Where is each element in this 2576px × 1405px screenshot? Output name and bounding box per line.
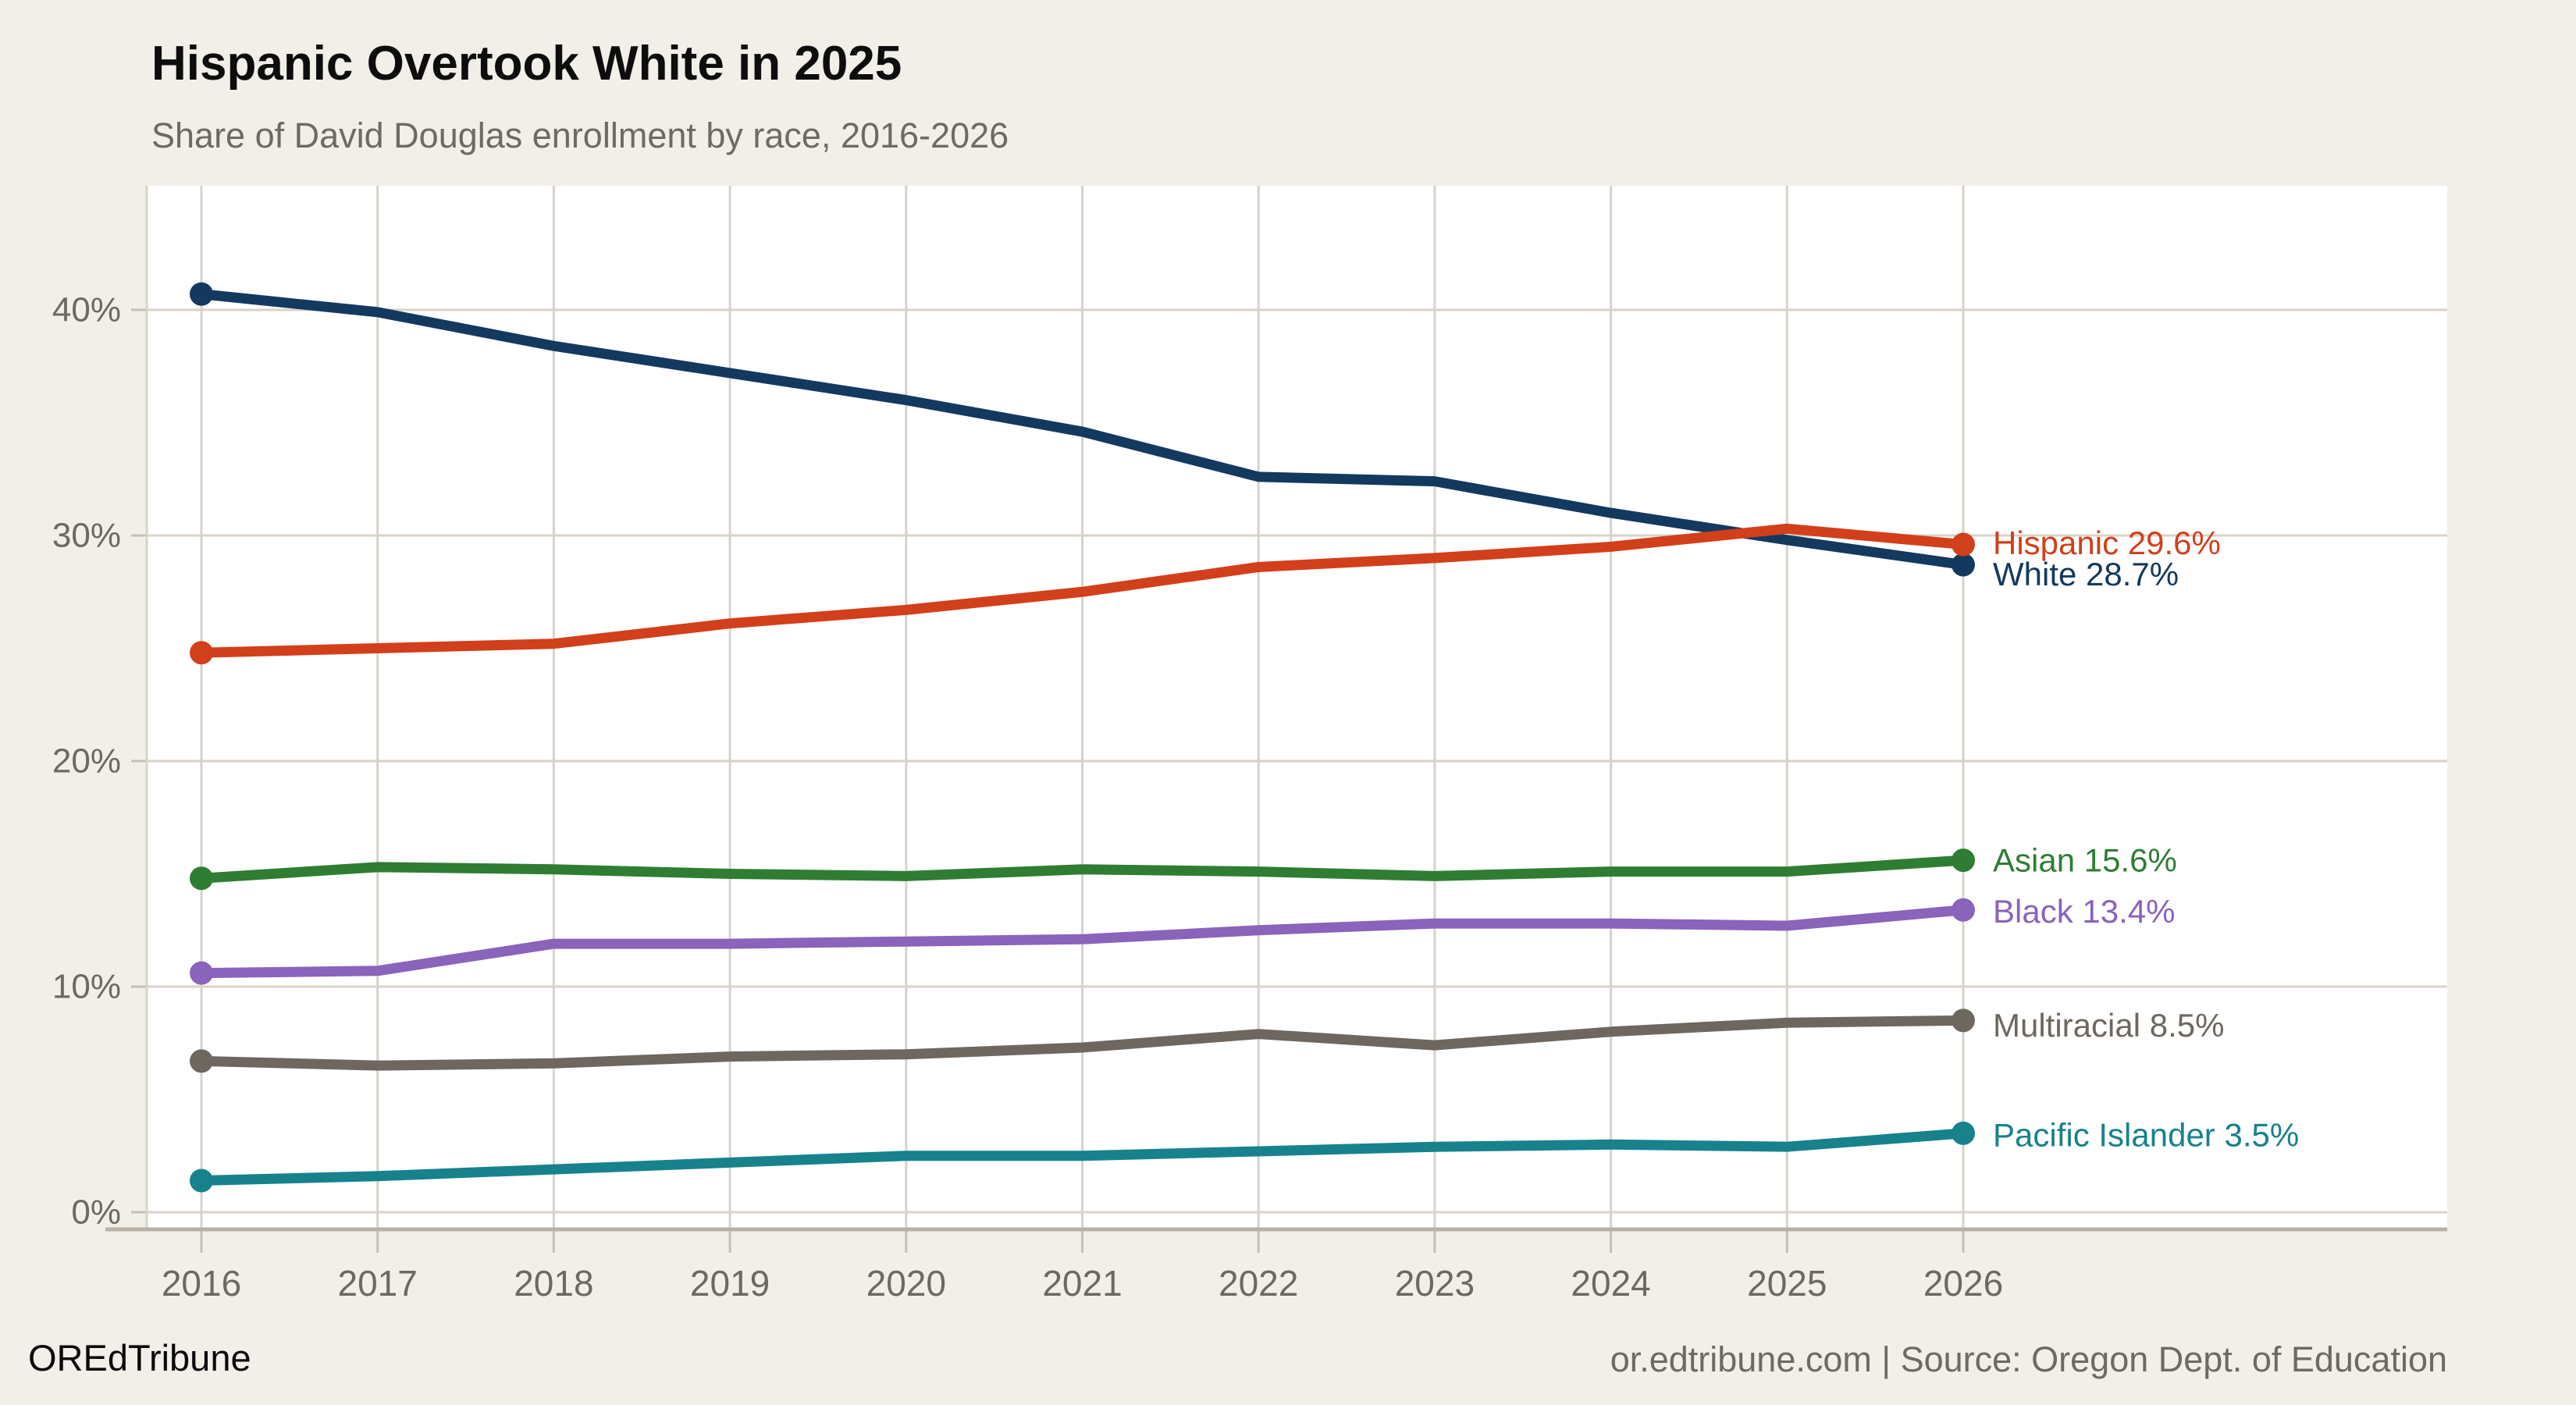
series-label-asian: Asian 15.6% bbox=[1993, 842, 2177, 879]
x-axis-label: 2020 bbox=[866, 1263, 946, 1304]
series-end-dot-pacific-islander bbox=[1952, 1121, 1975, 1145]
source-attribution: or.edtribune.com | Source: Oregon Dept. … bbox=[1610, 1339, 2447, 1379]
x-axis-label: 2016 bbox=[162, 1263, 241, 1304]
plot-area bbox=[147, 186, 2447, 1229]
series-line-multiracial bbox=[196, 1015, 1969, 1071]
series-start-dot-asian bbox=[190, 866, 213, 891]
page-subtitle: Share of David Douglas enrollment by rac… bbox=[151, 116, 1009, 155]
series-label-white: White 28.7% bbox=[1993, 556, 2179, 592]
x-axis-label: 2023 bbox=[1395, 1263, 1475, 1304]
x-axis-label: 2021 bbox=[1042, 1263, 1122, 1304]
x-axis-label: 2024 bbox=[1571, 1263, 1650, 1304]
series-line-black bbox=[196, 905, 1969, 979]
series-start-dot-black bbox=[190, 961, 213, 985]
series-line-pacific-islander bbox=[196, 1128, 1969, 1186]
series-end-dot-black bbox=[1952, 898, 1975, 922]
y-axis-label: 10% bbox=[52, 968, 121, 1006]
series-label-multiracial: Multiracial 8.5% bbox=[1993, 1007, 2224, 1044]
series-label-pacific-islander: Pacific Islander 3.5% bbox=[1993, 1116, 2299, 1153]
x-axis-label: 2022 bbox=[1219, 1263, 1298, 1304]
y-axis-label: 40% bbox=[52, 291, 121, 329]
series-label-hispanic: Hispanic 29.6% bbox=[1993, 525, 2221, 561]
series-label-black: Black 13.4% bbox=[1993, 893, 2175, 930]
y-axis-label: 0% bbox=[71, 1193, 121, 1232]
series-line-hispanic bbox=[196, 523, 1969, 658]
page-title: Hispanic Overtook White in 2025 bbox=[151, 37, 902, 91]
series-end-dot-multiracial bbox=[1952, 1008, 1975, 1033]
x-axis-label: 2018 bbox=[514, 1263, 593, 1304]
series-start-dot-hispanic bbox=[190, 641, 213, 665]
series-end-dot-hispanic bbox=[1952, 532, 1975, 557]
x-axis-label: 2017 bbox=[338, 1263, 418, 1304]
x-axis-label: 2026 bbox=[1923, 1263, 2003, 1304]
y-axis-label: 30% bbox=[52, 517, 121, 555]
x-axis-label: 2019 bbox=[690, 1263, 770, 1304]
series-start-dot-white bbox=[190, 282, 213, 306]
series-end-dot-white bbox=[1952, 553, 1975, 577]
series-start-dot-multiracial bbox=[190, 1049, 213, 1073]
x-axis-label: 2025 bbox=[1747, 1263, 1827, 1304]
brand-wordmark: OREdTribune bbox=[28, 1337, 251, 1378]
series-line-white bbox=[196, 289, 1969, 571]
series-start-dot-pacific-islander bbox=[190, 1168, 213, 1193]
series-line-asian bbox=[196, 855, 1969, 884]
series-end-dot-asian bbox=[1952, 848, 1975, 873]
y-axis-label: 20% bbox=[52, 742, 121, 781]
